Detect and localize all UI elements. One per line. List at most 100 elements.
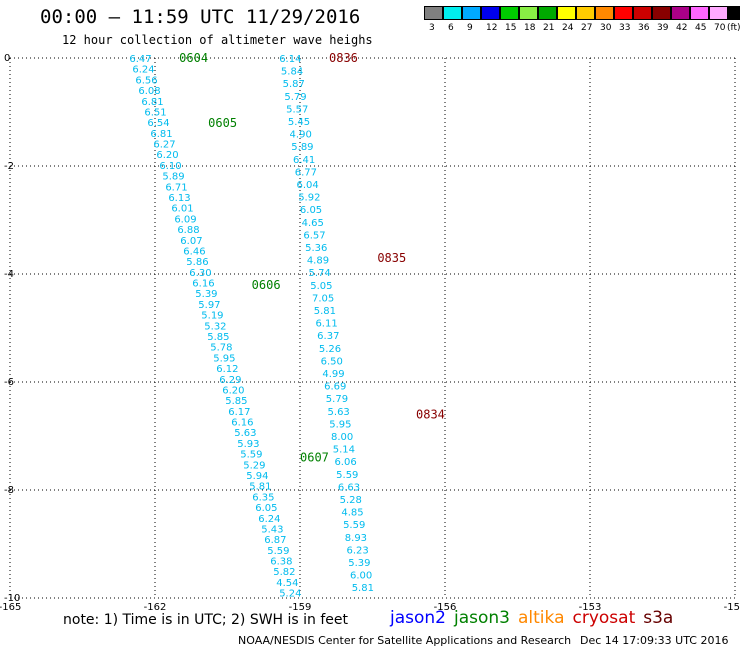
swh-value: 4.90	[290, 130, 312, 141]
colorbar-swatch	[576, 6, 595, 20]
swh-value: 6.11	[315, 319, 337, 330]
swh-value: 6.16	[192, 279, 214, 290]
swh-value: 5.24	[279, 589, 301, 600]
swh-value: 5.45	[288, 117, 310, 128]
swh-value: 5.59	[267, 546, 289, 557]
legend-entry-s3a: s3a	[643, 608, 674, 628]
swh-value: 5.81	[249, 482, 271, 493]
swh-value: 6.14	[279, 54, 301, 65]
track-time-label: 0604	[179, 51, 208, 65]
colorbar-label: 21	[543, 23, 555, 33]
colorbar-swatch	[671, 6, 690, 20]
swh-value: 6.57	[303, 230, 325, 241]
swh-value: 6.51	[144, 107, 166, 118]
swh-value: 4.89	[307, 256, 329, 267]
swh-value: 8.93	[345, 533, 367, 544]
colorbar-swatch	[538, 6, 557, 20]
swh-value: 6.41	[293, 155, 315, 166]
swh-value: 5.63	[328, 407, 350, 418]
swh-value: 5.26	[319, 344, 341, 355]
colorbar-swatch	[500, 6, 519, 20]
x-tick-label: -156	[434, 602, 457, 613]
swh-value: 6.69	[324, 382, 346, 393]
swh-value: 6.09	[174, 214, 196, 225]
x-tick-label: -159	[289, 602, 312, 613]
colorbar-swatch	[443, 6, 462, 20]
swh-value: 6.63	[338, 482, 360, 493]
colorbar-swatch	[652, 6, 671, 20]
colorbar-swatch	[728, 6, 740, 20]
legend-entry-altika: altika	[518, 608, 565, 628]
colorbar-label: 24	[562, 23, 574, 33]
satellite-legend: jason2 jason3 altika cryosat s3a	[390, 608, 681, 628]
swh-value: 5.97	[198, 300, 220, 311]
swh-value: 4.85	[341, 508, 363, 519]
y-tick-label: -8	[4, 485, 14, 496]
x-tick-label: -165	[0, 602, 21, 613]
swh-value: 6.04	[296, 180, 318, 191]
colorbar-label: 33	[619, 23, 631, 33]
colorbar-swatch	[690, 6, 709, 20]
swh-value: 6.20	[156, 150, 178, 161]
colorbar-swatch	[595, 6, 614, 20]
swh-value: 5.74	[309, 268, 331, 279]
swh-value: 6.08	[138, 86, 160, 97]
colorbar-label: 70	[714, 23, 726, 33]
colorbar-label: 3	[429, 23, 435, 33]
swh-value: 5.86	[186, 257, 208, 268]
swh-value: 6.13	[168, 193, 190, 204]
track-time-label: 0606	[252, 278, 281, 292]
swh-value: 6.00	[350, 571, 372, 582]
swh-value: 6.38	[270, 557, 292, 568]
track-time-label: 0605	[208, 116, 237, 130]
x-tick-label: -162	[144, 602, 167, 613]
swh-value: 6.06	[334, 457, 356, 468]
swh-value: 5.81	[314, 306, 336, 317]
chart-subtitle: 12 hour collection of altimeter wave hei…	[62, 33, 373, 47]
swh-value: 4.99	[322, 369, 344, 380]
chart-title: 00:00 – 11:59 UTC 11/29/2016	[40, 6, 361, 28]
swh-value: 5.05	[310, 281, 332, 292]
swh-value: 5.39	[195, 289, 217, 300]
colorbar-label: (ft)	[727, 23, 740, 33]
track-time-label: 0835	[377, 251, 406, 265]
swh-value: 5.89	[162, 172, 184, 183]
track-time-label: 0836	[329, 51, 358, 65]
swh-value: 5.28	[340, 495, 362, 506]
colorbar-label: 6	[448, 23, 454, 33]
swh-value: 6.54	[147, 118, 169, 129]
swh-value: 6.81	[150, 129, 172, 140]
swh-value: 4.65	[302, 218, 324, 229]
colorbar-label: 30	[600, 23, 612, 33]
credit-text: NOAA/NESDIS Center for Satellite Applica…	[238, 634, 572, 647]
colorbar-label: 18	[524, 23, 536, 33]
track-time-label: 0607	[300, 451, 329, 465]
swh-value: 6.17	[228, 407, 250, 418]
y-tick-label: -6	[4, 377, 14, 388]
swh-value: 6.81	[141, 97, 163, 108]
note-text: note: 1) Time is in UTC; 2) SWH is in fe…	[63, 612, 349, 628]
swh-value: 5.63	[234, 428, 256, 439]
swh-value: 6.16	[231, 418, 253, 429]
legend-entry-jason3: jason3	[454, 608, 510, 628]
colorbar-label: 9	[467, 23, 473, 33]
colorbar-label: 12	[486, 23, 498, 33]
x-tick-label: -150	[724, 602, 740, 613]
swh-value: 5.59	[240, 450, 262, 461]
swh-value: 6.10	[159, 161, 181, 172]
swh-value: 8.00	[331, 432, 353, 443]
swh-value: 6.50	[321, 356, 343, 367]
colorbar-swatch	[557, 6, 576, 20]
swh-value: 5.87	[283, 79, 305, 90]
colorbar-label: 42	[676, 23, 688, 33]
swh-value: 5.59	[343, 520, 365, 531]
track-time-label: 0834	[416, 407, 445, 421]
swh-value: 5.94	[246, 471, 268, 482]
swh-value: 5.82	[273, 567, 295, 578]
swh-value: 6.87	[264, 535, 286, 546]
swh-value: 6.37	[317, 331, 339, 342]
legend-entry-cryosat: cryosat	[572, 608, 636, 628]
swh-value: 6.24	[132, 65, 154, 76]
y-tick-label: 0	[4, 53, 10, 64]
